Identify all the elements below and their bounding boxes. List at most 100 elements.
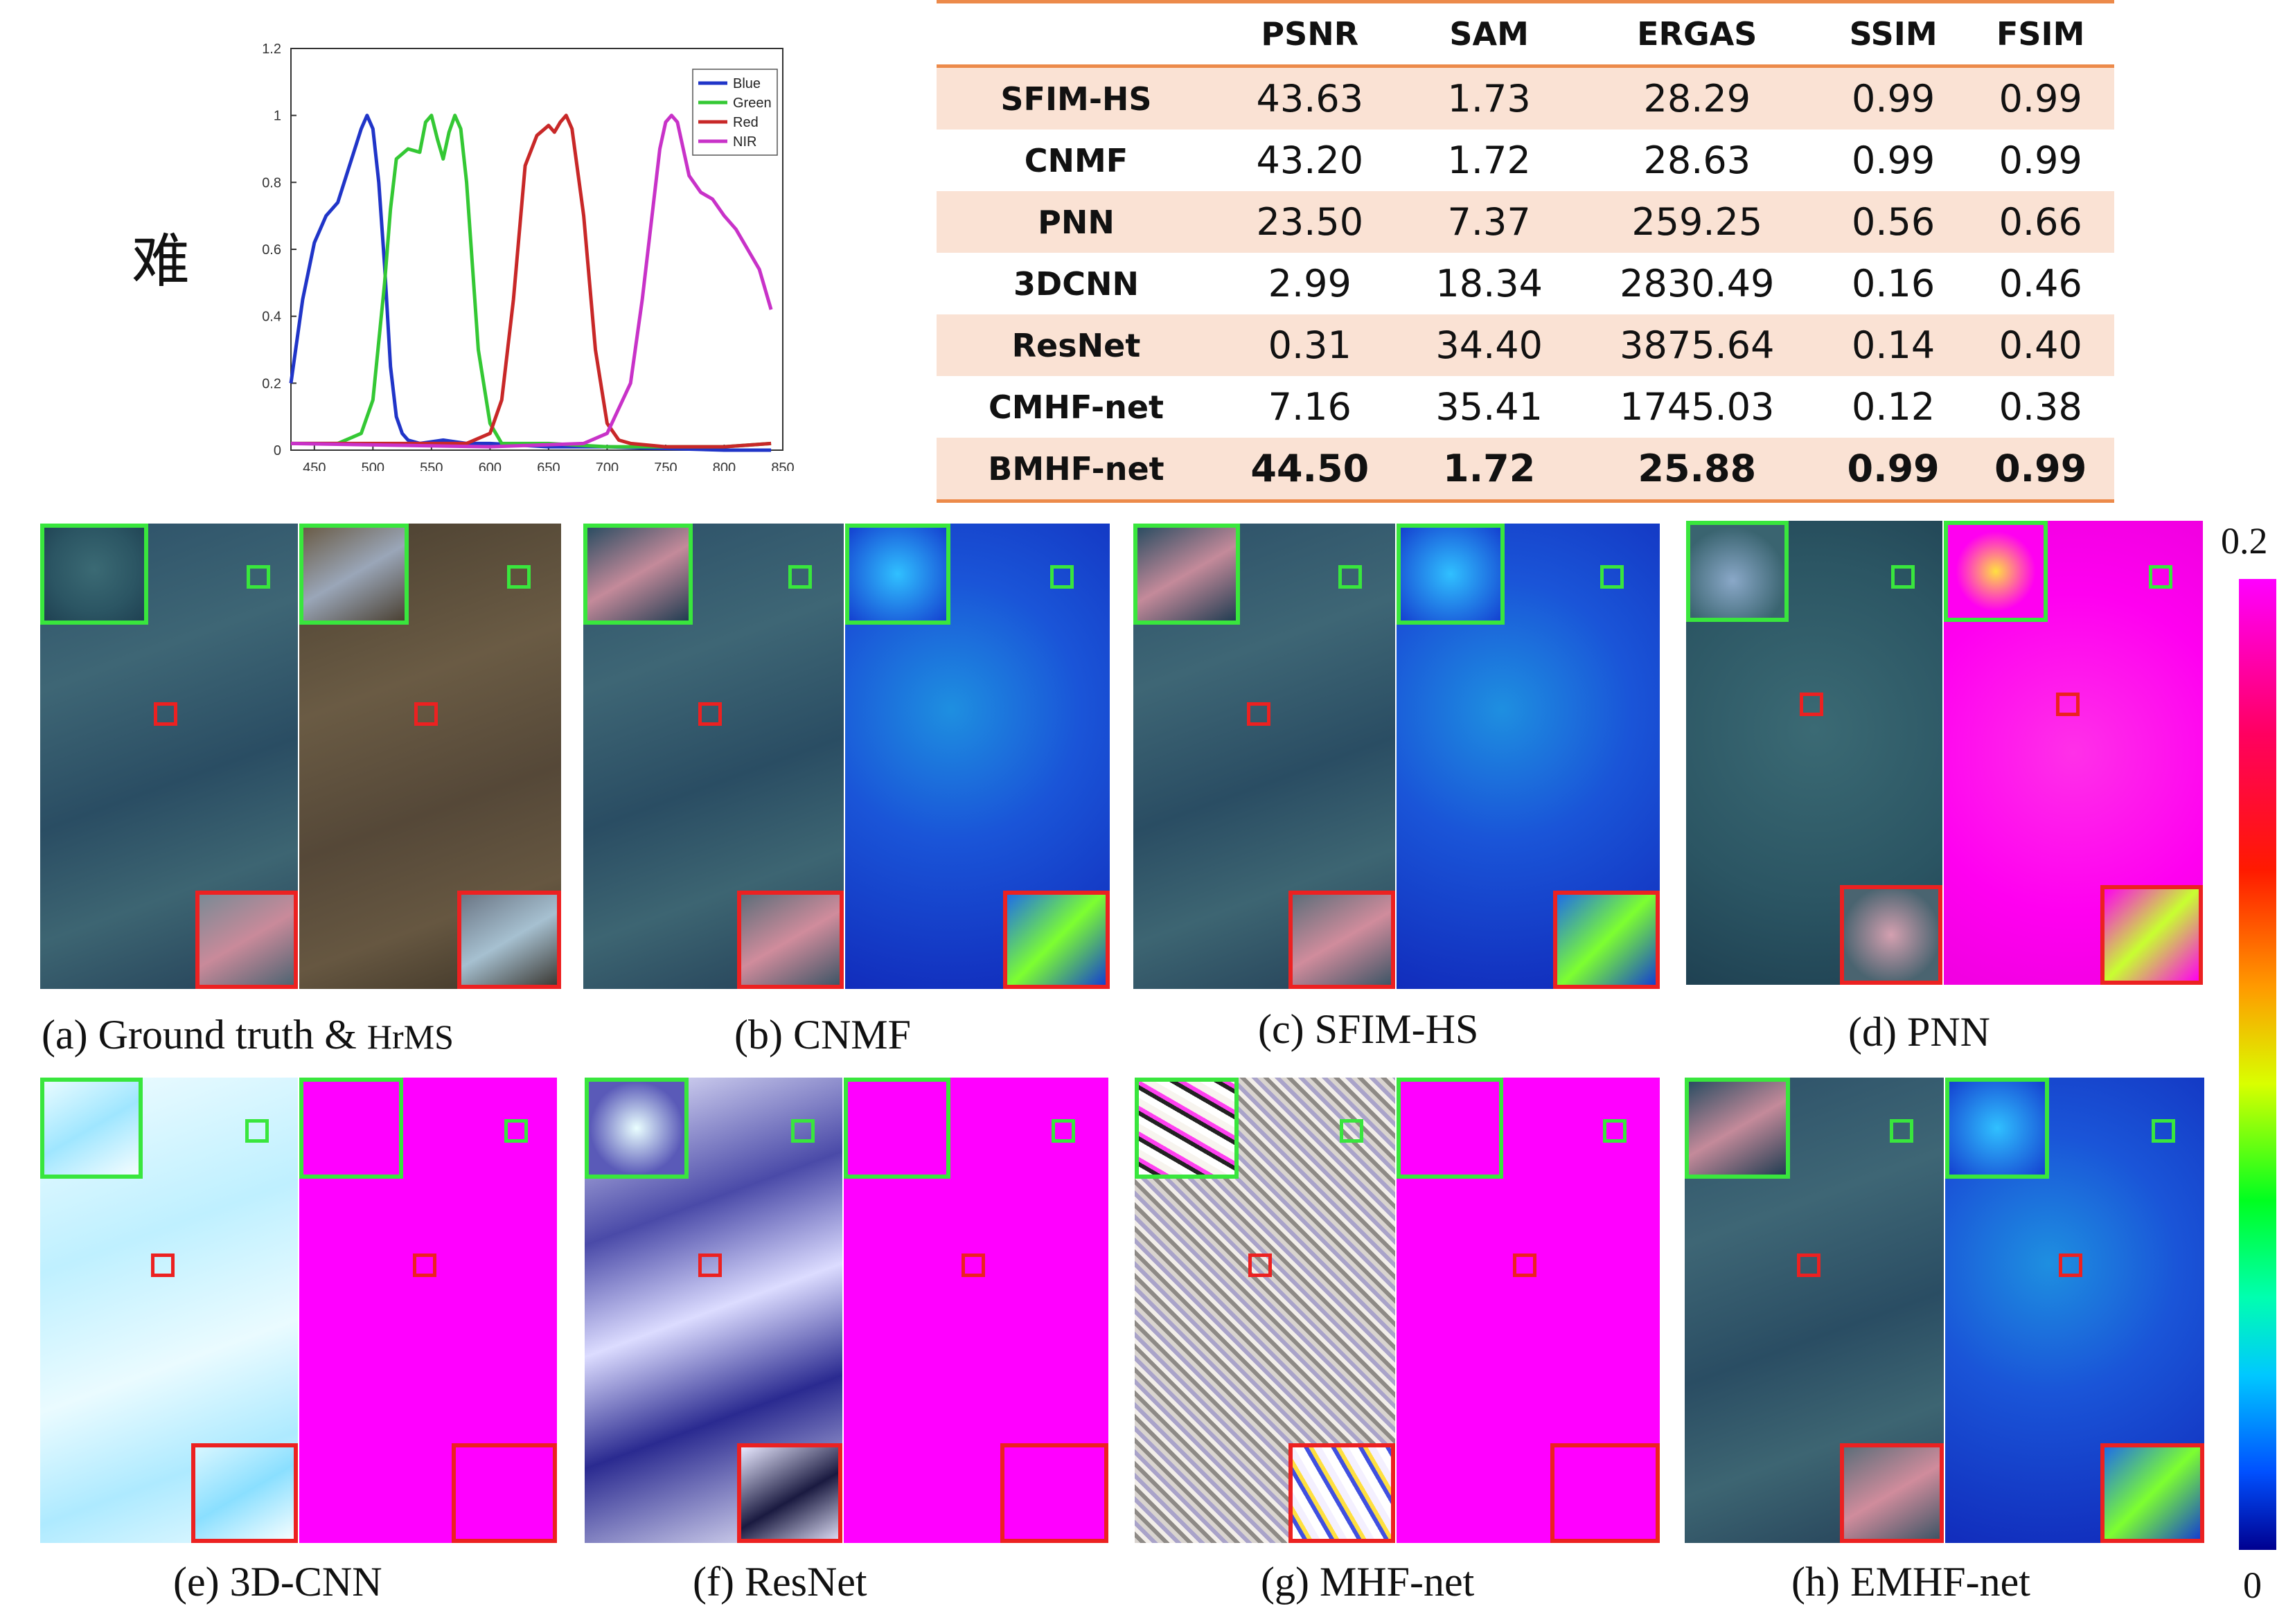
roi-box-green (507, 565, 531, 589)
ergas-cell: 28.29 (1574, 66, 1820, 130)
legend-label: Green (733, 96, 772, 111)
error-colorbar (2239, 579, 2276, 1550)
x-tick-label: 750 (654, 461, 677, 471)
psnr-cell: 43.20 (1256, 139, 1364, 182)
colorbar-max-label: 0.2 (2221, 520, 2268, 562)
roi-box-red (154, 702, 177, 726)
x-tick-label: 500 (362, 461, 384, 471)
series-line-nir (290, 114, 773, 449)
fsim-cell: 0.99 (1967, 438, 2114, 501)
roi-box-red (1248, 1253, 1272, 1277)
ergas-cell: 3875.64 (1574, 314, 1820, 376)
roi-box-green (1890, 1119, 1913, 1143)
x-tick-label: 850 (771, 461, 794, 471)
metrics-table: PSNR SAM ERGAS SSIM FSIM SFIM-HS 43.63 1… (937, 0, 2114, 503)
roi-box-green (1891, 565, 1915, 589)
caption-a-main: (a) Ground truth & (42, 1012, 367, 1058)
roi-box-green (504, 1119, 528, 1143)
roi-box-green (791, 1119, 815, 1143)
zoom-inset-red (2100, 1443, 2204, 1543)
table-row: CMHF-net 7.16 35.41 1745.03 0.12 0.38 (937, 376, 2114, 438)
header-cell: SSIM (1849, 15, 1938, 53)
caption-a: (a) Ground truth & HrMS (42, 1011, 454, 1059)
x-tick-label: 700 (596, 461, 619, 471)
x-tick-label: 800 (713, 461, 736, 471)
roi-box-red (1513, 1253, 1536, 1277)
caption-a-small: HrMS (366, 1017, 454, 1056)
zoom-inset-green (585, 1078, 689, 1179)
ssim-cell: 0.99 (1819, 66, 1967, 130)
fsim-cell: 0.40 (1967, 314, 2114, 376)
sam-cell: 35.41 (1435, 385, 1543, 429)
zoom-inset-green (845, 524, 950, 625)
zoom-inset-green (1944, 521, 2048, 622)
psnr-cell: 43.63 (1215, 66, 1404, 130)
mhf-net-error-map (1397, 1078, 1660, 1543)
table-row-best: BMHF-net 44.50 1.72 25.88 0.99 0.99 (937, 438, 2114, 501)
roi-box-red (151, 1253, 175, 1277)
zoom-inset-green (844, 1078, 950, 1179)
zoom-inset-green (1397, 1078, 1503, 1179)
table-row: 3DCNN 2.99 18.34 2830.49 0.16 0.46 (937, 253, 2114, 314)
y-tick-label: 0.6 (262, 242, 281, 258)
zoom-inset-red (1840, 1443, 1944, 1543)
method-cell: PNN (937, 191, 1216, 253)
y-tick-label: 0.8 (262, 175, 281, 190)
roi-box-red (1800, 693, 1823, 716)
zoom-inset-red (452, 1443, 557, 1543)
emhf-net-error-map (1945, 1078, 2204, 1543)
zoom-inset-red (1288, 891, 1395, 989)
fsim-cell: 0.38 (1999, 385, 2082, 429)
y-tick-label: 1 (274, 109, 281, 124)
method-cell: CMHF-net (988, 388, 1164, 426)
roi-box-red (698, 702, 722, 726)
ssim-cell: 0.14 (1819, 314, 1967, 376)
roi-box-green (1050, 565, 1074, 589)
zoom-inset-green (299, 1078, 403, 1179)
method-cell: CNMF (1024, 141, 1128, 179)
x-tick-label: 650 (537, 461, 560, 471)
pnn-error-map (1944, 521, 2203, 985)
roi-box-green (2152, 1119, 2175, 1143)
roi-box-red (698, 1253, 722, 1277)
ergas-cell: 25.88 (1574, 438, 1820, 501)
mhf-net-fused-image (1135, 1078, 1395, 1543)
method-cell: SFIM-HS (937, 66, 1216, 130)
y-tick-label: 0 (274, 443, 281, 458)
zoom-inset-red (1553, 891, 1660, 989)
sam-cell: 1.72 (1403, 438, 1575, 501)
header-cell: PSNR (1261, 15, 1359, 53)
fsim-cell: 0.99 (1999, 139, 2082, 182)
header-cell: FSIM (1996, 15, 2085, 53)
ergas-cell: 28.63 (1643, 139, 1751, 182)
method-cell: 3DCNN (1013, 265, 1139, 303)
sam-cell: 34.40 (1403, 314, 1575, 376)
psnr-cell: 7.16 (1268, 385, 1352, 429)
zoom-inset-red (1003, 891, 1110, 989)
roi-box-red (2056, 693, 2080, 716)
zoom-inset-red (737, 1443, 842, 1543)
side-character: 难 (132, 227, 190, 295)
table-row: ResNet 0.31 34.40 3875.64 0.14 0.40 (937, 314, 2114, 376)
table-row: SFIM-HS 43.63 1.73 28.29 0.99 0.99 (937, 66, 2114, 130)
zoom-inset-green (1686, 521, 1789, 622)
roi-box-green (247, 565, 270, 589)
x-tick-label: 550 (420, 461, 443, 471)
roi-box-red (1797, 1253, 1820, 1277)
ergas-cell: 259.25 (1574, 191, 1820, 253)
zoom-inset-red (195, 891, 298, 989)
zoom-inset-green (40, 1078, 143, 1179)
caption-d: (d) PNN (1848, 1009, 1990, 1055)
psnr-cell: 23.50 (1215, 191, 1404, 253)
zoom-inset-green (40, 524, 148, 625)
caption-f: (f) ResNet (693, 1559, 867, 1605)
zoom-inset-green (1685, 1078, 1790, 1179)
zoom-inset-red (2100, 885, 2203, 985)
caption-c: (c) SFIM-HS (1258, 1006, 1479, 1052)
ssim-cell: 0.16 (1852, 262, 1935, 305)
ssim-cell: 0.12 (1852, 385, 1935, 429)
psnr-cell: 44.50 (1215, 438, 1404, 501)
y-tick-label: 1.2 (262, 42, 281, 57)
ergas-cell: 1745.03 (1620, 385, 1775, 429)
roi-box-green (788, 565, 812, 589)
